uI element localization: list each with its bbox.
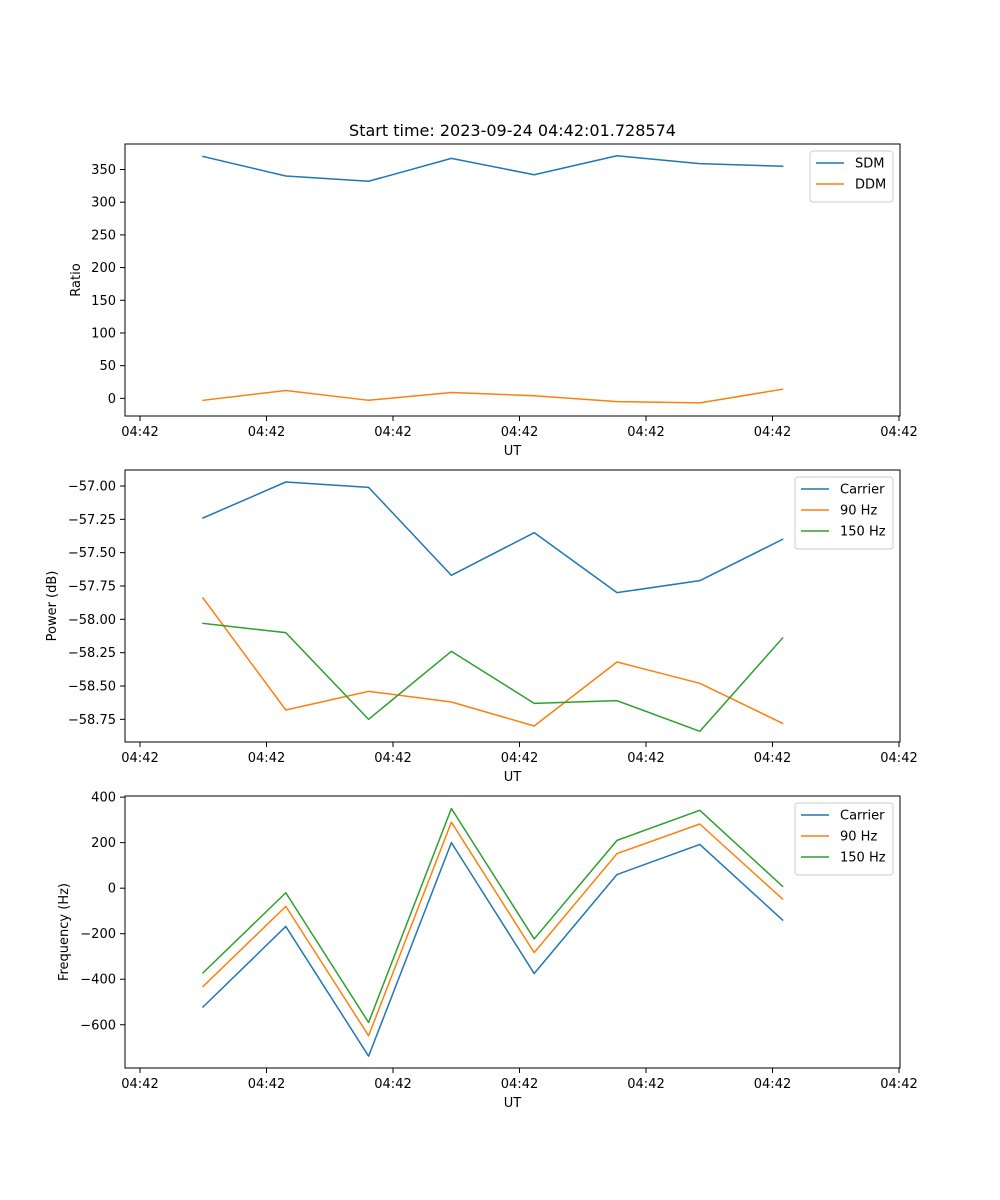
power-plot-frame (124, 469, 901, 743)
power-y-tick-label: −57.00 (68, 480, 116, 495)
ratio-x-axis-label: UT (504, 444, 522, 459)
ratio-y-tick-label: 0 (108, 392, 116, 407)
chart-title: Start time: 2023-09-24 04:42:01.728574 (349, 121, 676, 140)
frequency-plot-frame (124, 795, 901, 1069)
power-legend: Carrier 90 Hz 150 Hz (794, 476, 894, 550)
ratio-y-tick-label: 350 (91, 163, 116, 178)
frequency-x-tick-label: 04:42 (121, 1077, 158, 1092)
power-x-tick-label: 04:42 (374, 751, 411, 766)
ratio-x-tick-label: 04:42 (627, 425, 664, 440)
power-x-tick-label: 04:42 (627, 751, 664, 766)
ratio-legend: SDM DDM (809, 150, 894, 203)
ratio-y-tick-label: 100 (91, 326, 116, 341)
ratio-series-sdm (202, 155, 784, 183)
frequency-legend-label: 150 Hz (840, 851, 886, 866)
power-y-tick-label: −58.75 (68, 713, 116, 728)
frequency-legend-label: Carrier (840, 809, 885, 824)
power-y-axis-label: Power (dB) (45, 571, 60, 642)
ratio-legend-label: DDM (855, 178, 886, 193)
power-y-tick-label: −58.50 (68, 680, 116, 695)
frequency-x-tick-label: 04:42 (374, 1077, 411, 1092)
ratio-x-tick-label: 04:42 (374, 425, 411, 440)
power-legend-label: 90 Hz (840, 504, 877, 519)
ratio-plot-frame (124, 143, 901, 417)
frequency-x-tick-label: 04:42 (880, 1077, 917, 1092)
power-y-tick-label: −58.25 (68, 646, 116, 661)
ratio-x-tick-label: 04:42 (121, 425, 158, 440)
ratio-y-tick-label: 200 (91, 261, 116, 276)
power-x-tick-label: 04:42 (880, 751, 917, 766)
power-x-axis-label: UT (504, 770, 522, 785)
frequency-series-carrier (201, 841, 784, 1057)
power-panel: 04:4204:4204:4204:4204:4204:4204:4204:43… (45, 469, 918, 785)
power-series-90-hz (201, 596, 784, 727)
frequency-legend-label: 90 Hz (840, 830, 877, 845)
frequency-y-axis-label: Frequency (Hz) (57, 883, 72, 981)
frequency-x-tick-label: 04:42 (501, 1077, 538, 1092)
power-x-tick-label: 04:42 (248, 751, 285, 766)
frequency-legend: Carrier 90 Hz 150 Hz (794, 802, 894, 876)
frequency-y-tick-label: −600 (80, 1018, 116, 1033)
power-y-tick-label: −57.50 (68, 546, 116, 561)
frequency-y-tick-label: 0 (108, 882, 116, 897)
frequency-series-150-hz (201, 807, 784, 1024)
frequency-x-axis-label: UT (504, 1096, 522, 1111)
power-x-tick-label: 04:42 (754, 751, 791, 766)
ratio-y-axis-label: Ratio (69, 263, 84, 296)
frequency-y-tick-label: 400 (91, 791, 116, 806)
power-legend-label: Carrier (840, 483, 885, 498)
ratio-y-tick-label: 150 (91, 294, 116, 309)
ratio-legend-label: SDM (855, 157, 884, 172)
power-y-tick-label: −58.00 (68, 613, 116, 628)
frequency-x-tick-label: 04:42 (248, 1077, 285, 1092)
power-series-150-hz (202, 622, 784, 733)
ratio-x-tick-label: 04:42 (754, 425, 791, 440)
frequency-y-tick-label: −200 (80, 927, 116, 942)
power-y-tick-label: −57.25 (68, 513, 116, 528)
frequency-series-90-hz (201, 821, 784, 1037)
ratio-y-tick-label: 50 (99, 359, 116, 374)
frequency-x-tick-label: 04:42 (627, 1077, 664, 1092)
power-y-tick-label: −57.75 (68, 580, 116, 595)
frequency-y-tick-label: 200 (91, 836, 116, 851)
power-series-carrier (202, 481, 784, 594)
frequency-x-tick-label: 04:42 (754, 1077, 791, 1092)
power-x-tick-label: 04:42 (501, 751, 538, 766)
frequency-y-tick-label: −400 (80, 973, 116, 988)
ratio-x-tick-label: 04:42 (880, 425, 917, 440)
ratio-x-tick-label: 04:42 (248, 425, 285, 440)
ratio-panel: 04:4204:4204:4204:4204:4204:4204:4204:43… (69, 143, 918, 459)
frequency-panel: 04:4204:4204:4204:4204:4204:4204:4204:43… (57, 791, 918, 1111)
power-legend-label: 150 Hz (840, 525, 886, 540)
ratio-y-tick-label: 300 (91, 196, 116, 211)
power-x-tick-label: 04:42 (121, 751, 158, 766)
ratio-series-ddm (202, 388, 784, 404)
ratio-x-tick-label: 04:42 (501, 425, 538, 440)
ratio-y-tick-label: 250 (91, 228, 116, 243)
